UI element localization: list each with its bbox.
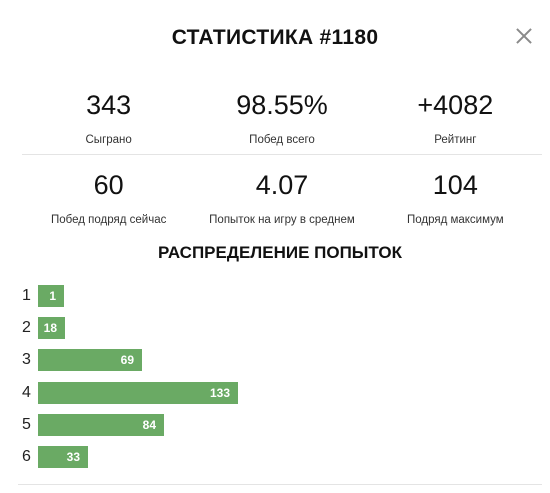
stat-played: 343 Сыграно (22, 88, 195, 154)
guess-number: 4 (22, 383, 31, 401)
distribution-bar: 1 (38, 285, 64, 308)
stat-label: Побед всего (249, 134, 315, 146)
distribution-bar: 33 (38, 446, 88, 469)
stat-average-guesses: 4.07 Попыток на игру в среднем (195, 168, 368, 234)
guess-number: 3 (22, 351, 31, 369)
stat-label: Побед подряд сейчас (50, 214, 167, 226)
distribution-row: 3 69 (22, 344, 522, 376)
distribution-title: РАСПРЕДЕЛЕНИЕ ПОПЫТОК (157, 243, 402, 262)
distribution-row: 4 133 (22, 377, 522, 409)
distribution-row: 2 18 (22, 312, 522, 344)
bottom-divider (18, 484, 542, 485)
guess-distribution: 1 1 2 18 3 69 4 133 5 84 6 33 (22, 280, 522, 473)
guess-number: 6 (22, 448, 31, 466)
stat-label: Рейтинг (434, 134, 477, 146)
stat-value: 4.07 (255, 170, 309, 200)
distribution-row: 5 84 (22, 409, 522, 441)
stat-label: Сыграно (85, 134, 132, 146)
stat-label: Подряд максимум (406, 214, 504, 226)
close-icon[interactable] (512, 24, 536, 48)
distribution-bar: 84 (38, 413, 164, 436)
stat-value: 104 (432, 170, 478, 200)
stats-title: СТАТИСТИКА #1180 (171, 26, 379, 49)
distribution-bar: 18 (38, 317, 65, 340)
distribution-row: 6 33 (22, 441, 522, 473)
stats-row-primary: 343 Сыграно 98.55% Побед всего +4082 Рей… (22, 88, 542, 155)
distribution-row: 1 1 (22, 280, 522, 312)
stat-max-streak: 104 Подряд максимум (369, 168, 542, 234)
guess-number: 1 (22, 287, 31, 305)
stat-value: 343 (86, 90, 132, 120)
stat-rating: +4082 Рейтинг (369, 88, 542, 154)
distribution-bar: 69 (38, 349, 142, 372)
stat-label: Попыток на игру в среднем (209, 214, 355, 226)
stat-win-percent: 98.55% Побед всего (195, 88, 368, 154)
guess-number: 5 (22, 415, 31, 433)
stat-value: 60 (93, 170, 124, 200)
distribution-bar: 133 (38, 381, 238, 404)
stat-current-streak: 60 Побед подряд сейчас (22, 168, 195, 234)
guess-number: 2 (22, 319, 31, 337)
stat-value: 98.55% (236, 90, 328, 120)
stat-value: +4082 (417, 90, 494, 120)
stats-row-secondary: 60 Побед подряд сейчас 4.07 Попыток на и… (22, 168, 542, 234)
